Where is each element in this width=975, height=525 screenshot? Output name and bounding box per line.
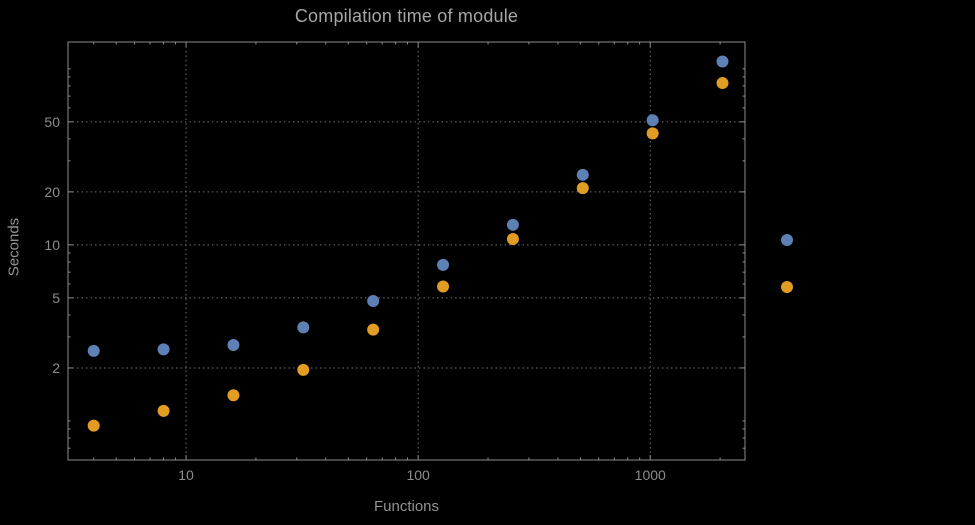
data-point-series-1-x64 — [367, 294, 380, 307]
data-point-series-2-x32 — [297, 363, 310, 376]
data-point-series-2-x128 — [437, 280, 450, 293]
data-point-series-2-x256 — [506, 232, 519, 245]
data-point-series-2-x16 — [227, 389, 240, 402]
series-series-1 — [87, 55, 729, 357]
data-point-series-2-x8 — [157, 404, 170, 417]
x-axis-label: Functions — [373, 498, 440, 515]
chart-title: Compilation time of module — [294, 6, 519, 26]
axis-ticks — [68, 42, 745, 461]
y-tick-label-5: 5 — [52, 290, 60, 306]
x-tick-label-1000: 1000 — [635, 467, 666, 483]
legend-marker-series-2 — [781, 281, 793, 293]
data-point-series-1-x4 — [87, 344, 100, 357]
data-point-series-1-x512 — [576, 168, 589, 181]
tick-labels: 10 100 1000 2 5 10 20 50 — [44, 114, 666, 483]
y-tick-label-20: 20 — [44, 184, 60, 200]
y-tick-label-50: 50 — [44, 114, 60, 130]
data-point-series-1-x1024 — [646, 114, 659, 127]
data-point-series-2-x512 — [576, 182, 589, 195]
data-point-series-1-x256 — [506, 218, 519, 231]
data-point-series-2-x1024 — [646, 127, 659, 140]
data-point-series-2-x4 — [87, 419, 100, 432]
data-point-series-2-x2048 — [716, 77, 729, 90]
plot-frame — [67, 41, 746, 461]
legend — [781, 234, 793, 293]
x-tick-label-10: 10 — [178, 467, 194, 483]
legend-marker-series-1 — [781, 234, 793, 246]
data-point-series-1-x128 — [437, 258, 450, 271]
series-series-2 — [87, 77, 729, 432]
y-tick-label-2: 2 — [52, 360, 60, 376]
data-point-series-1-x16 — [227, 338, 240, 351]
data-point-series-2-x64 — [367, 323, 380, 336]
x-tick-label-100: 100 — [406, 467, 430, 483]
data-point-series-1-x2048 — [716, 55, 729, 68]
data-point-series-1-x8 — [157, 343, 170, 356]
grid-lines — [68, 42, 745, 460]
y-axis-label: Seconds — [5, 217, 23, 277]
data-point-series-1-x32 — [297, 321, 310, 334]
y-tick-label-10: 10 — [44, 237, 60, 253]
